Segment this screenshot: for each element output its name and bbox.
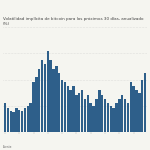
Bar xyxy=(118,99,120,132)
Bar xyxy=(64,82,66,132)
Bar xyxy=(95,99,98,132)
Bar xyxy=(9,111,12,132)
Bar xyxy=(30,103,32,132)
Bar xyxy=(55,66,58,132)
Bar xyxy=(129,82,132,132)
Bar xyxy=(47,51,49,132)
Text: Fuente: Fuente xyxy=(3,144,12,148)
Bar xyxy=(87,95,89,132)
Bar xyxy=(69,90,72,132)
Bar xyxy=(141,80,143,132)
Bar xyxy=(110,106,112,132)
Bar xyxy=(72,86,75,132)
Bar xyxy=(112,108,115,132)
Bar xyxy=(92,106,95,132)
Bar xyxy=(58,73,60,132)
Bar xyxy=(27,106,29,132)
Bar xyxy=(52,69,55,132)
Bar xyxy=(7,108,9,132)
Bar xyxy=(32,82,35,132)
Bar xyxy=(132,86,135,132)
Bar xyxy=(81,90,83,132)
Bar xyxy=(127,103,129,132)
Bar xyxy=(18,110,21,132)
Text: Volatilidad implícita de bitcoin para los próximos 30 días, anualizado (%): Volatilidad implícita de bitcoin para lo… xyxy=(3,17,144,26)
Bar xyxy=(12,112,15,132)
Bar xyxy=(61,80,63,132)
Bar xyxy=(38,69,40,132)
Bar xyxy=(115,103,118,132)
Bar xyxy=(98,90,101,132)
Bar xyxy=(104,99,106,132)
Bar xyxy=(24,108,26,132)
Bar xyxy=(78,93,81,132)
Bar xyxy=(124,99,126,132)
Bar xyxy=(21,111,23,132)
Bar xyxy=(4,103,6,132)
Bar xyxy=(138,93,141,132)
Bar xyxy=(15,108,18,132)
Bar xyxy=(101,95,103,132)
Bar xyxy=(44,64,46,132)
Bar xyxy=(41,60,43,132)
Bar xyxy=(67,86,69,132)
Bar xyxy=(107,103,109,132)
Bar xyxy=(90,103,92,132)
Bar xyxy=(35,77,38,132)
Bar xyxy=(75,95,78,132)
Bar xyxy=(84,99,86,132)
Bar xyxy=(50,60,52,132)
Bar xyxy=(135,90,138,132)
Bar xyxy=(144,73,146,132)
Bar xyxy=(121,95,123,132)
